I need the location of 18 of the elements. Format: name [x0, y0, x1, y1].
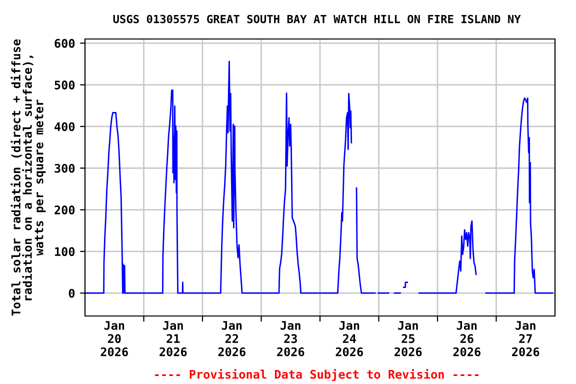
x-tick-label: Jan 24 2026 — [336, 321, 363, 356]
y-tick-label: 600 — [54, 38, 75, 48]
y-tick-label: 400 — [54, 122, 75, 132]
y-tick-label: 100 — [55, 247, 75, 256]
x-tick-label: Jan 22 2026 — [218, 321, 246, 356]
x-tick-label: Jan 25 2026 — [394, 321, 422, 356]
chart-title: USGS 01305575 GREAT SOUTH BAY AT WATCH HILL ON FIRE ISLAND NY — [113, 14, 521, 24]
x-tick-label: Jan 23 2026 — [277, 321, 304, 356]
x-tick-label: Jan 27 2026 — [512, 321, 540, 356]
y-tick-label: 0 — [68, 288, 75, 298]
y-tick-label: 300 — [54, 164, 75, 173]
text: ---- Provisional Data Subject to Revision ---- — [155, 368, 479, 382]
x-tick-label: Jan 20 2026 — [100, 321, 128, 356]
y-tick-label: 500 — [54, 80, 75, 90]
y-axis-title: Total solar radiation (direct + diffuse radiation on a horizontal surface), watts per square meter — [10, 39, 46, 316]
y-tick-label: 200 — [54, 206, 75, 214]
x-tick-label: Jan 26 2026 — [453, 321, 480, 356]
x-tick-label: Jan 21 2026 — [160, 321, 187, 356]
